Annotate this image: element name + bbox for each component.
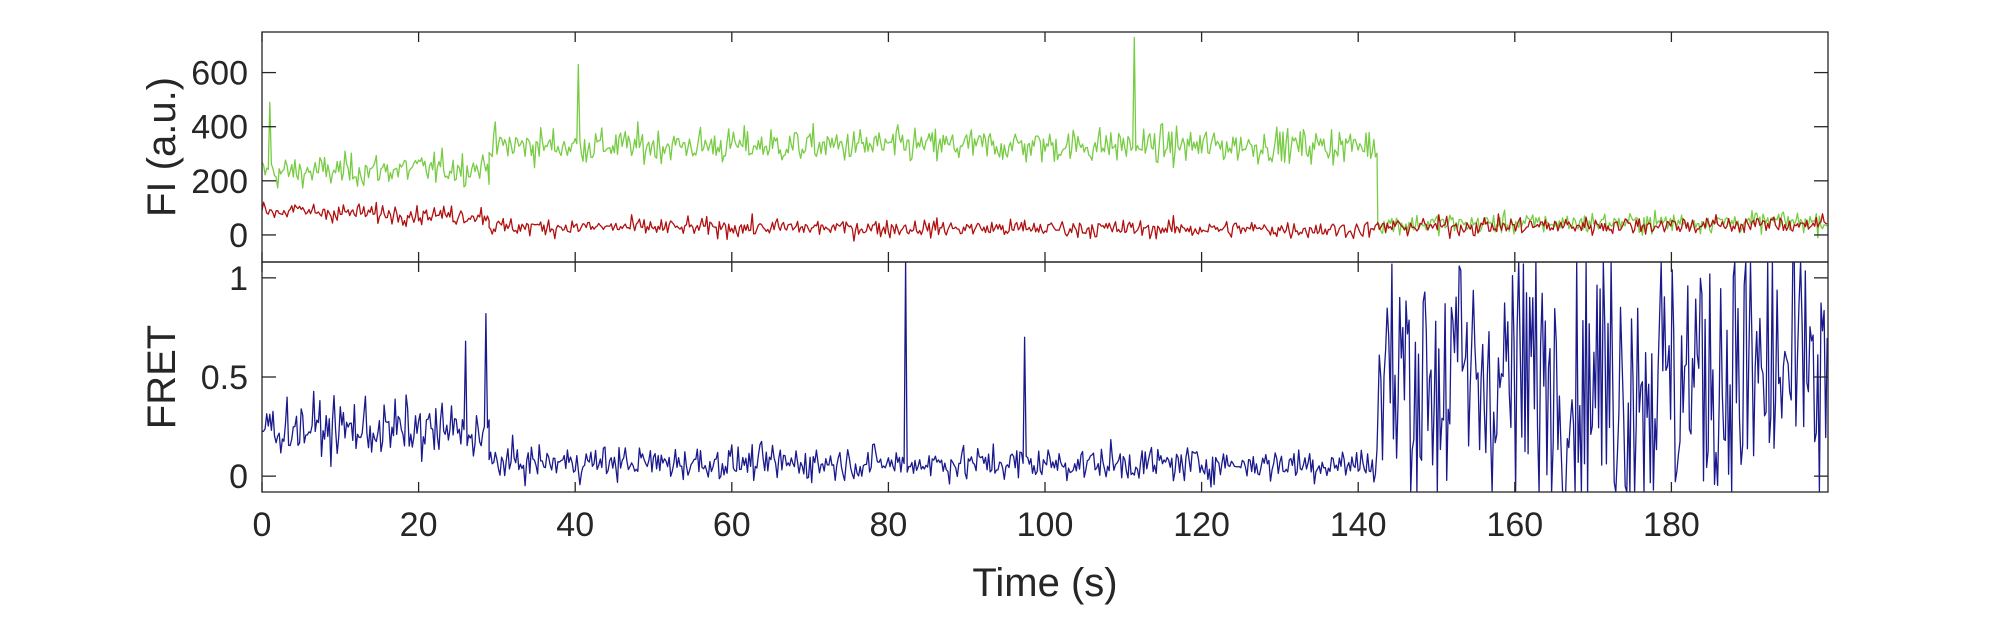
x-tick-label: 120 xyxy=(1173,506,1230,544)
y-tick-label: 0 xyxy=(229,217,248,255)
x-tick-label: 140 xyxy=(1330,506,1387,544)
y-tick-label: 0.5 xyxy=(201,359,248,397)
y-tick-label: 200 xyxy=(191,163,248,201)
x-tick-label: 20 xyxy=(400,506,438,544)
x-tick-label: 80 xyxy=(869,506,907,544)
fret-efficiency-trace xyxy=(262,262,1828,492)
bottom-y-axis-label: FRET xyxy=(140,325,184,429)
x-tick-label: 40 xyxy=(556,506,594,544)
y-tick-label: 600 xyxy=(191,55,248,93)
x-tick-label: 0 xyxy=(253,506,272,544)
y-tick-label: 400 xyxy=(191,109,248,147)
x-axis-label: Time (s) xyxy=(972,561,1117,605)
x-tick-label: 180 xyxy=(1643,506,1700,544)
x-tick-label: 60 xyxy=(713,506,751,544)
fret-panel: 0 0.5 1 0 20 40 60 80 100 120 140 160 180 FRET Time (s… xyxy=(140,260,1829,605)
red-acceptor-trace xyxy=(262,201,1828,242)
x-tick-label: 160 xyxy=(1486,506,1543,544)
y-tick-label: 0 xyxy=(229,458,248,496)
x-tick-label: 100 xyxy=(1017,506,1074,544)
top-y-axis-label: FI (a.u.) xyxy=(140,77,184,217)
y-tick-label: 1 xyxy=(229,260,248,298)
green-donor-trace xyxy=(262,36,1828,239)
